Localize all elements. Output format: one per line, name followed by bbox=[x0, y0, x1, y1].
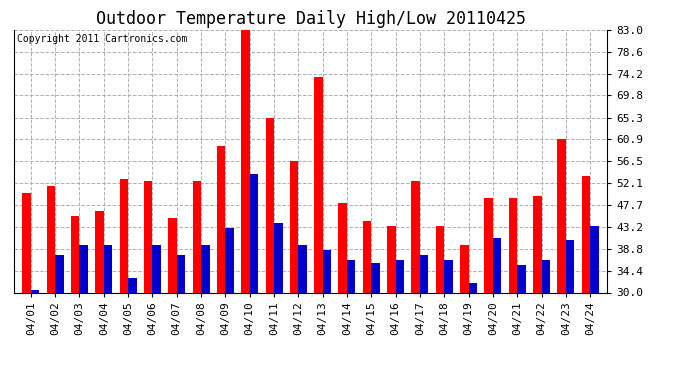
Title: Outdoor Temperature Daily High/Low 20110425: Outdoor Temperature Daily High/Low 20110… bbox=[95, 10, 526, 28]
Bar bbox=[460, 246, 469, 292]
Bar bbox=[323, 251, 331, 292]
Bar bbox=[444, 260, 453, 292]
Bar bbox=[558, 139, 566, 292]
Bar bbox=[226, 228, 234, 292]
Bar bbox=[566, 240, 574, 292]
Bar bbox=[104, 246, 112, 292]
Bar bbox=[484, 198, 493, 292]
Bar bbox=[290, 161, 298, 292]
Bar bbox=[509, 198, 518, 292]
Bar bbox=[95, 211, 104, 292]
Bar bbox=[590, 226, 599, 292]
Bar bbox=[274, 223, 282, 292]
Bar bbox=[582, 176, 590, 292]
Bar bbox=[436, 226, 444, 292]
Bar bbox=[241, 30, 250, 292]
Bar bbox=[71, 216, 79, 292]
Bar bbox=[47, 186, 55, 292]
Bar bbox=[177, 255, 185, 292]
Bar bbox=[119, 178, 128, 292]
Bar bbox=[31, 290, 39, 292]
Text: Copyright 2011 Cartronics.com: Copyright 2011 Cartronics.com bbox=[17, 34, 187, 44]
Bar bbox=[266, 118, 274, 292]
Bar bbox=[533, 196, 542, 292]
Bar bbox=[314, 77, 323, 292]
Bar bbox=[168, 218, 177, 292]
Bar bbox=[347, 260, 355, 292]
Bar bbox=[363, 220, 371, 292]
Bar bbox=[201, 246, 210, 292]
Bar bbox=[55, 255, 63, 292]
Bar bbox=[144, 181, 152, 292]
Bar bbox=[395, 260, 404, 292]
Bar bbox=[420, 255, 428, 292]
Bar bbox=[518, 265, 526, 292]
Bar bbox=[469, 283, 477, 292]
Bar bbox=[193, 181, 201, 292]
Bar bbox=[493, 238, 502, 292]
Bar bbox=[22, 194, 31, 292]
Bar bbox=[371, 263, 380, 292]
Bar bbox=[217, 146, 226, 292]
Bar bbox=[542, 260, 550, 292]
Bar bbox=[79, 246, 88, 292]
Bar bbox=[411, 181, 420, 292]
Bar bbox=[250, 174, 258, 292]
Bar bbox=[387, 226, 395, 292]
Bar bbox=[128, 278, 137, 292]
Bar bbox=[339, 203, 347, 292]
Bar bbox=[152, 246, 161, 292]
Bar bbox=[298, 246, 307, 292]
